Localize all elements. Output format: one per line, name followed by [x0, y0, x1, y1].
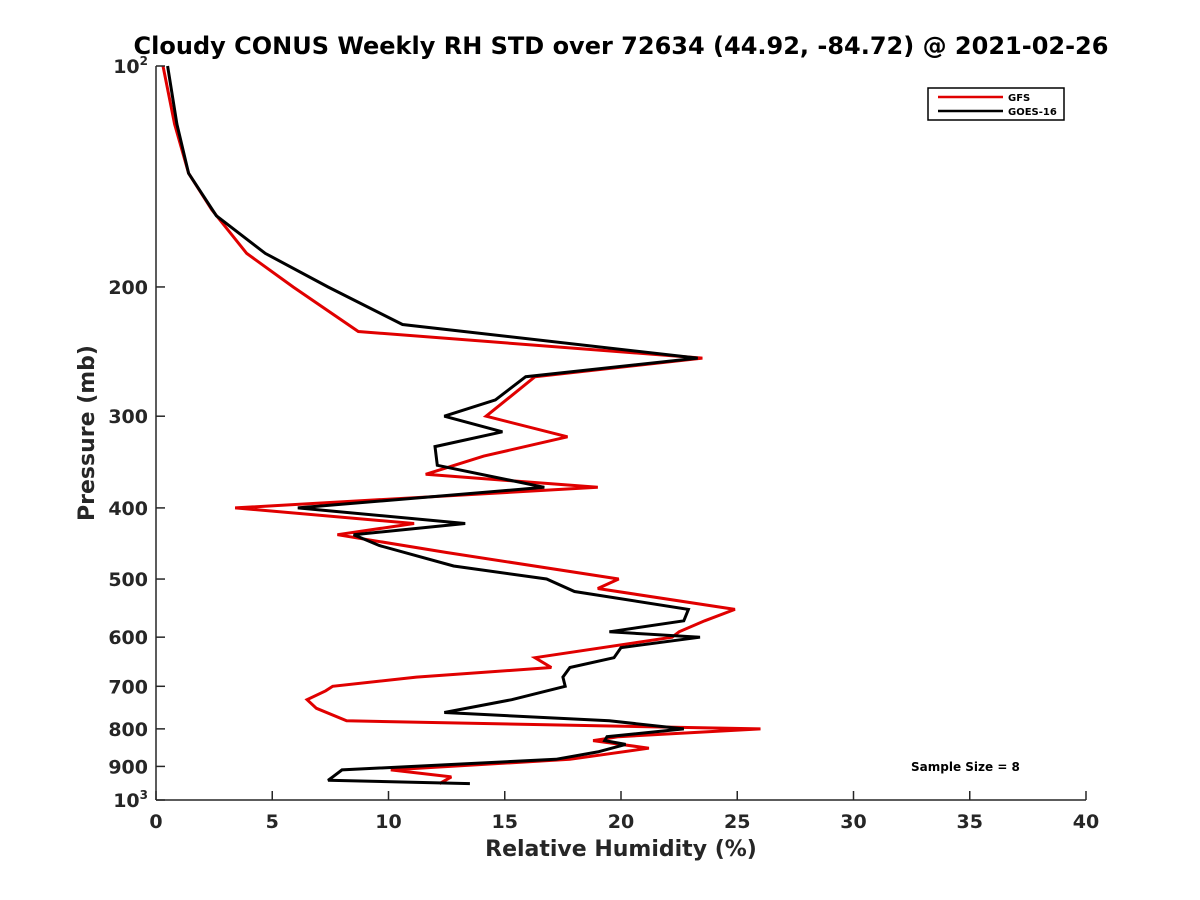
- y-tick-label: 103: [113, 788, 148, 812]
- series-layer: [161, 65, 761, 786]
- series-line-goes16: [166, 65, 701, 786]
- x-tick-label: 15: [492, 811, 518, 833]
- y-tick-label: 102: [113, 54, 148, 78]
- legend-box: [927, 87, 1065, 121]
- y-tick-label: 800: [108, 719, 148, 741]
- legend-label-goes16: GOES-16: [1008, 107, 1057, 118]
- x-tick-label: 10: [375, 811, 401, 833]
- x-tick-label: 35: [957, 811, 983, 833]
- series-line-gfs: [161, 65, 761, 785]
- y-tick-label: 600: [108, 627, 148, 649]
- y-tick-label: 900: [108, 756, 148, 778]
- y-axis-label: Pressure (mb): [75, 345, 100, 521]
- y-tick-label: 300: [108, 406, 148, 428]
- sample-size-annotation: Sample Size = 8: [911, 760, 1020, 774]
- y-tick-label: 700: [108, 676, 148, 698]
- y-tick-label: 200: [108, 277, 148, 299]
- x-tick-label: 0: [149, 811, 162, 833]
- x-tick-label: 20: [608, 811, 634, 833]
- legend: GFS GOES-16: [927, 87, 1065, 121]
- x-tick-label: 30: [840, 811, 866, 833]
- y-tick-label: 500: [108, 569, 148, 591]
- x-tick-label: 40: [1073, 811, 1099, 833]
- x-tick-label: 5: [266, 811, 279, 833]
- x-axis-ticks: 0 5 10 15 20 25 30 35 40: [149, 791, 1099, 833]
- x-tick-label: 25: [724, 811, 750, 833]
- chart-title: Cloudy CONUS Weekly RH STD over 72634 (4…: [134, 32, 1109, 60]
- y-tick-label: 400: [108, 498, 148, 520]
- plot-area: 0 5 10 15 20 25 30 35 40 102 200 300 400 500 600 700 80…: [108, 54, 1099, 833]
- y-axis-ticks: 102 200 300 400 500 600 700 800 900 103: [108, 54, 165, 812]
- x-axis-label: Relative Humidity (%): [485, 837, 757, 862]
- legend-label-gfs: GFS: [1008, 93, 1030, 104]
